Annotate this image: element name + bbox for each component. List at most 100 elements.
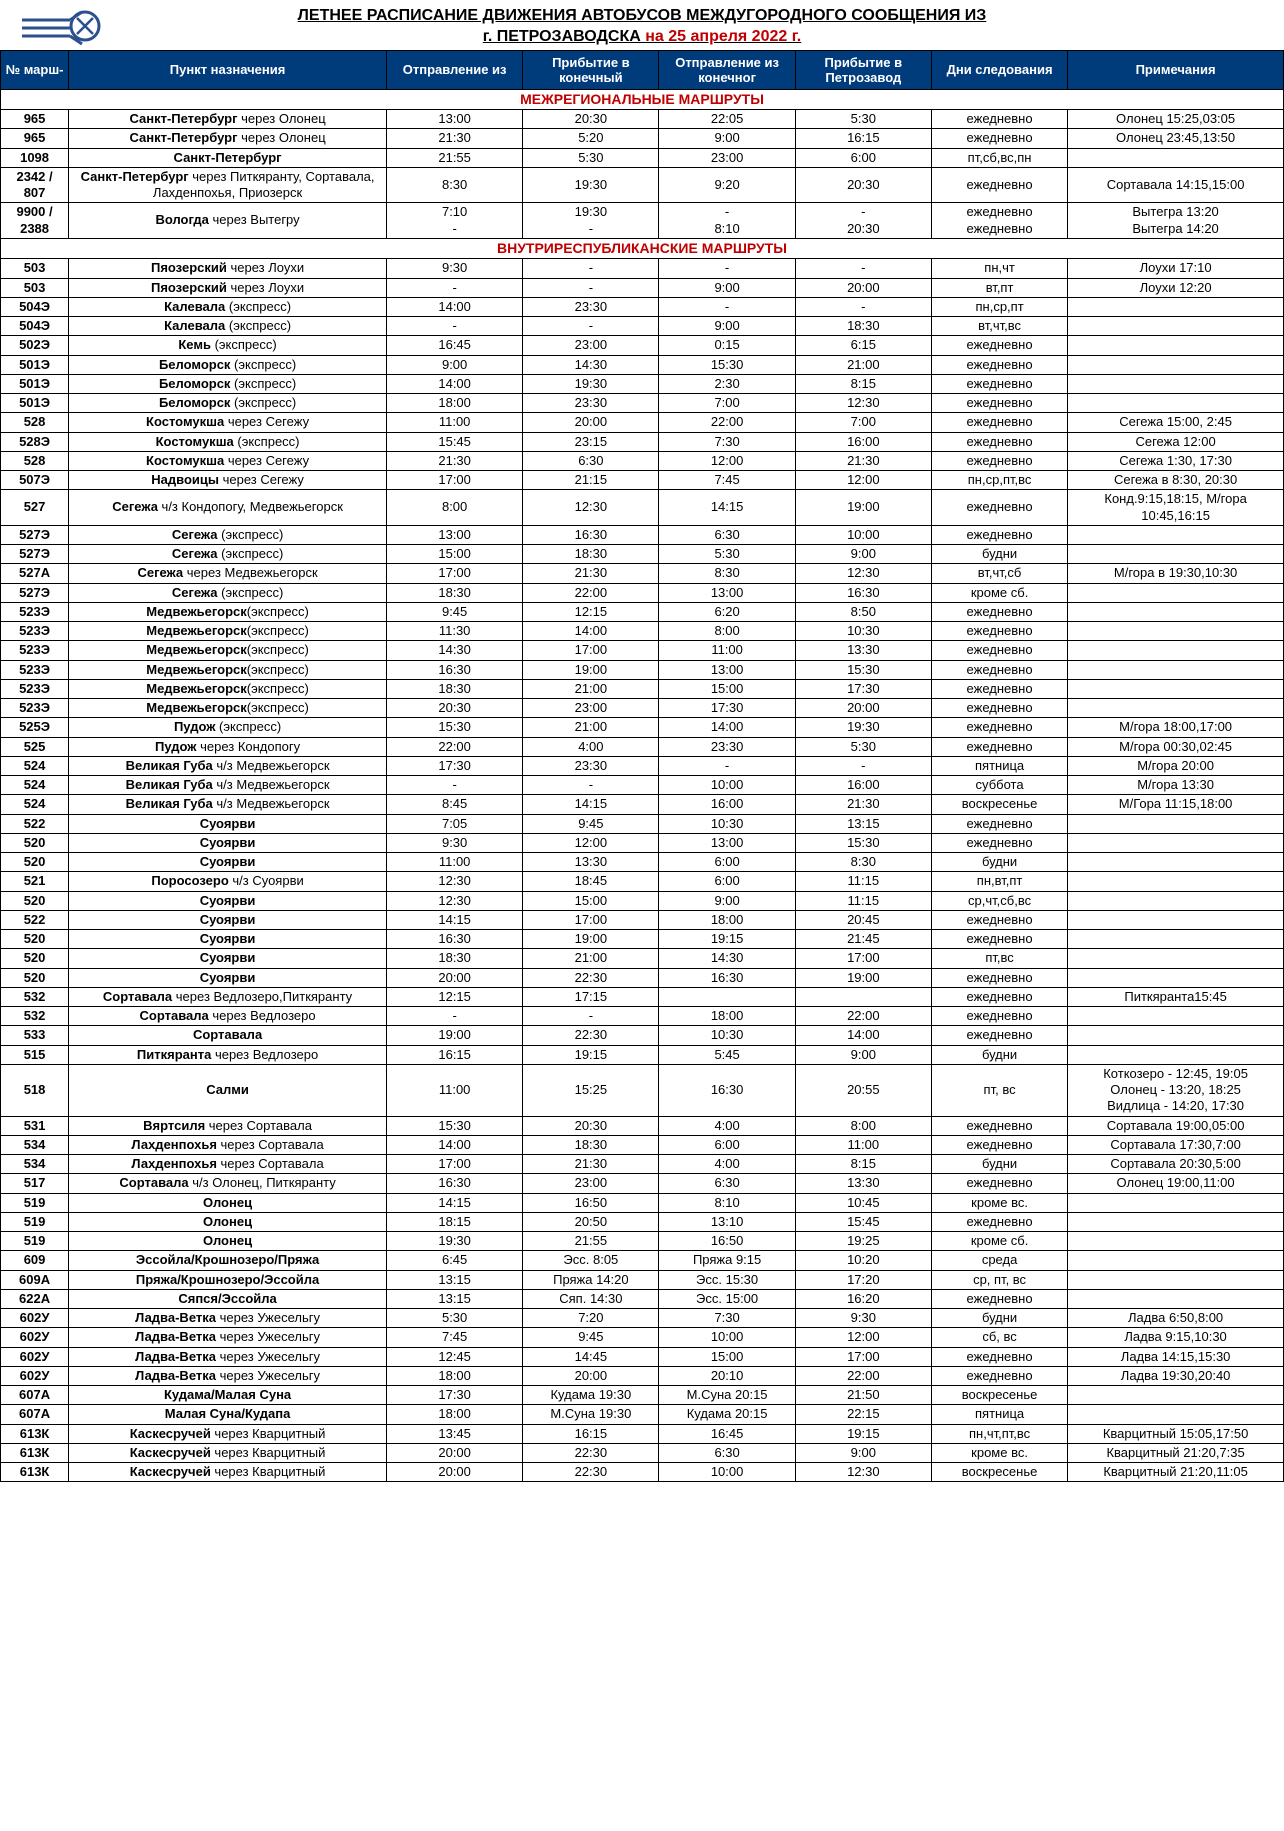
cell-notes: Кварцитный 21:20,11:05 bbox=[1068, 1463, 1284, 1482]
cell-departure: 13:45 bbox=[387, 1424, 523, 1443]
cell-arrival-back: 19:00 bbox=[795, 490, 931, 526]
cell-arrival: 21:30 bbox=[523, 1155, 659, 1174]
cell-days: ежедневно bbox=[931, 1026, 1067, 1045]
cell-arrival-back: 9:00 bbox=[795, 545, 931, 564]
cell-destination: Медвежьегорск(экспресс) bbox=[69, 660, 387, 679]
cell-arrival-back: 13:15 bbox=[795, 814, 931, 833]
table-row: 527ЭСегежа (экспресс)13:0016:306:3010:00… bbox=[1, 525, 1284, 544]
cell-destination: Вяртсиля через Сортавала bbox=[69, 1116, 387, 1135]
col-header-arr: Прибытие в конечный bbox=[523, 50, 659, 89]
cell-departure: 6:45 bbox=[387, 1251, 523, 1270]
cell-days: ежедневно bbox=[931, 814, 1067, 833]
cell-departure: 20:00 bbox=[387, 1463, 523, 1482]
cell-days: ежедневно bbox=[931, 660, 1067, 679]
cell-departure-back: - bbox=[659, 259, 795, 278]
cell-notes bbox=[1068, 1007, 1284, 1026]
cell-route-num: 515 bbox=[1, 1045, 69, 1064]
table-header-row: № марш- Пункт назначения Отправление из … bbox=[1, 50, 1284, 89]
cell-days: ежедневно bbox=[931, 968, 1067, 987]
cell-departure-back: 14:15 bbox=[659, 490, 795, 526]
cell-departure: 18:15 bbox=[387, 1212, 523, 1231]
cell-arrival-back: 16:00 bbox=[795, 432, 931, 451]
cell-departure: 16:30 bbox=[387, 930, 523, 949]
cell-departure: 14:00 bbox=[387, 1135, 523, 1154]
cell-destination: Каскесручей через Кварцитный bbox=[69, 1443, 387, 1462]
table-row: 520Суоярви20:0022:3016:3019:00ежедневно bbox=[1, 968, 1284, 987]
cell-days: суббота bbox=[931, 776, 1067, 795]
cell-arrival-back: 8:15 bbox=[795, 1155, 931, 1174]
cell-days: ежедневно bbox=[931, 1007, 1067, 1026]
cell-departure: 8:45 bbox=[387, 795, 523, 814]
cell-notes bbox=[1068, 1289, 1284, 1308]
cell-route-num: 519 bbox=[1, 1193, 69, 1212]
cell-route-num: 502Э bbox=[1, 336, 69, 355]
cell-days: ежедневно bbox=[931, 833, 1067, 852]
cell-arrival: 19:30- bbox=[523, 203, 659, 239]
cell-destination: Сегежа (экспресс) bbox=[69, 583, 387, 602]
section-header-row: ВНУТРИРЕСПУБЛИКАНСКИЕ МАРШРУТЫ bbox=[1, 238, 1284, 259]
cell-departure: 7:10- bbox=[387, 203, 523, 239]
cell-days: ежедневно bbox=[931, 432, 1067, 451]
cell-arrival: 5:30 bbox=[523, 148, 659, 167]
cell-notes bbox=[1068, 1045, 1284, 1064]
cell-arrival-back: 13:30 bbox=[795, 1174, 931, 1193]
cell-departure: 5:30 bbox=[387, 1309, 523, 1328]
cell-notes: Ладва 6:50,8:00 bbox=[1068, 1309, 1284, 1328]
cell-departure: 21:30 bbox=[387, 129, 523, 148]
cell-arrival-back: 20:45 bbox=[795, 910, 931, 929]
cell-departure: 15:30 bbox=[387, 1116, 523, 1135]
cell-arrival: 18:45 bbox=[523, 872, 659, 891]
cell-route-num: 527Э bbox=[1, 545, 69, 564]
cell-route-num: 607А bbox=[1, 1386, 69, 1405]
cell-arrival-back: 11:15 bbox=[795, 872, 931, 891]
cell-destination: Ладва-Ветка через Ужесельгу bbox=[69, 1347, 387, 1366]
table-row: 504ЭКалевала (экспресс)14:0023:30--пн,ср… bbox=[1, 297, 1284, 316]
cell-departure-back: 18:00 bbox=[659, 1007, 795, 1026]
cell-days: вт,чт,вс bbox=[931, 317, 1067, 336]
cell-arrival-back: 12:00 bbox=[795, 471, 931, 490]
cell-departure: 12:45 bbox=[387, 1347, 523, 1366]
cell-days: ежедневно bbox=[931, 1212, 1067, 1231]
cell-notes bbox=[1068, 699, 1284, 718]
cell-departure: 14:00 bbox=[387, 374, 523, 393]
cell-destination: Питкяранта через Ведлозеро bbox=[69, 1045, 387, 1064]
cell-departure-back: 4:00 bbox=[659, 1155, 795, 1174]
cell-days: кроме сб. bbox=[931, 583, 1067, 602]
cell-arrival: Эсс. 8:05 bbox=[523, 1251, 659, 1270]
cell-days: ежедневно bbox=[931, 1366, 1067, 1385]
cell-arrival-back: 21:45 bbox=[795, 930, 931, 949]
cell-departure-back: 10:00 bbox=[659, 776, 795, 795]
cell-arrival-back: 6:15 bbox=[795, 336, 931, 355]
cell-arrival-back: 20:30 bbox=[795, 167, 931, 203]
cell-arrival: 23:00 bbox=[523, 336, 659, 355]
cell-destination: Медвежьегорск(экспресс) bbox=[69, 602, 387, 621]
table-row: 519Олонец18:1520:5013:1015:45ежедневно bbox=[1, 1212, 1284, 1231]
cell-notes bbox=[1068, 394, 1284, 413]
cell-arrival: 19:00 bbox=[523, 930, 659, 949]
cell-destination: Кемь (экспресс) bbox=[69, 336, 387, 355]
cell-arrival-back: 9:00 bbox=[795, 1045, 931, 1064]
cell-arrival: 23:00 bbox=[523, 699, 659, 718]
cell-notes: Сегежа 12:00 bbox=[1068, 432, 1284, 451]
table-row: 524Великая Губа ч/з Медвежьегорск8:4514:… bbox=[1, 795, 1284, 814]
cell-departure-back: 18:00 bbox=[659, 910, 795, 929]
cell-arrival: 20:00 bbox=[523, 413, 659, 432]
cell-departure-back: 17:30 bbox=[659, 699, 795, 718]
title-line1: ЛЕТНЕЕ РАСПИСАНИЕ ДВИЖЕНИЯ АВТОБУСОВ МЕЖ… bbox=[0, 6, 1284, 27]
cell-departure-back: 6:00 bbox=[659, 1135, 795, 1154]
cell-days: ежедневно bbox=[931, 336, 1067, 355]
cell-days: ежедневно bbox=[931, 374, 1067, 393]
cell-route-num: 602У bbox=[1, 1366, 69, 1385]
cell-days: пн,ср,пт bbox=[931, 297, 1067, 316]
cell-notes bbox=[1068, 891, 1284, 910]
cell-days: будни bbox=[931, 853, 1067, 872]
cell-route-num: 519 bbox=[1, 1212, 69, 1231]
cell-route-num: 503 bbox=[1, 259, 69, 278]
cell-notes bbox=[1068, 602, 1284, 621]
cell-arrival: - bbox=[523, 1007, 659, 1026]
table-row: 527ЭСегежа (экспресс)15:0018:305:309:00б… bbox=[1, 545, 1284, 564]
cell-arrival-back: 11:00 bbox=[795, 1135, 931, 1154]
cell-arrival-back: 8:15 bbox=[795, 374, 931, 393]
cell-departure-back: 22:00 bbox=[659, 413, 795, 432]
cell-notes: Питкяранта15:45 bbox=[1068, 987, 1284, 1006]
